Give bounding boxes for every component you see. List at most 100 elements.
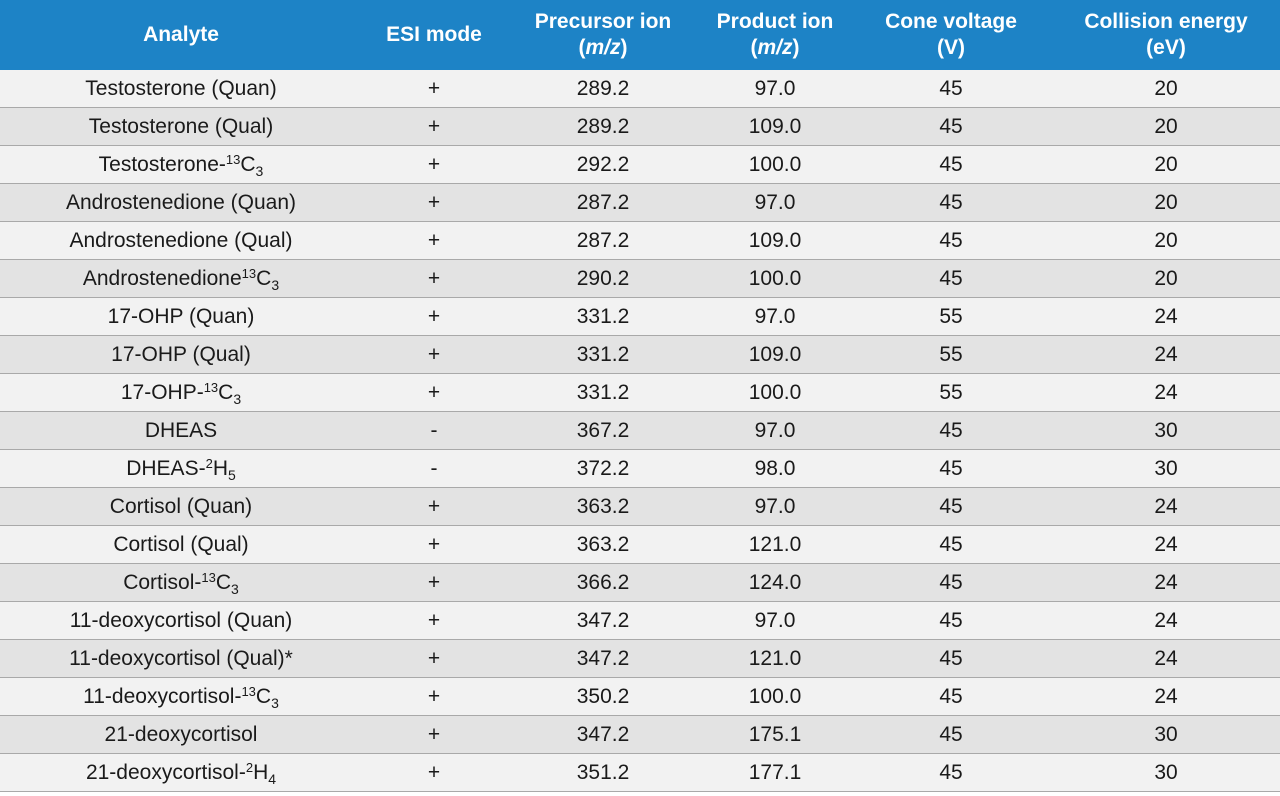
cell-cone-voltage: 45 (850, 525, 1052, 564)
cell-cone-voltage: 45 (850, 183, 1052, 222)
cell-cone-voltage: 45 (850, 449, 1052, 488)
cell-product-ion: 109.0 (700, 335, 850, 374)
cell-precursor-ion: 289.2 (506, 107, 700, 146)
header-cone-voltage: Cone voltage (V) (850, 0, 1052, 70)
table-header-row: Analyte ESI mode Precursor ion (m/z) Pro… (0, 0, 1280, 70)
cell-collision-energy: 24 (1052, 639, 1280, 678)
cell-cone-voltage: 45 (850, 145, 1052, 184)
cell-product-ion: 177.1 (700, 753, 850, 792)
table-row: 21-deoxycortisol-2H4 +351.2 177.1 45 30 (0, 753, 1280, 792)
cell-analyte: Cortisol (Quan) (0, 487, 362, 526)
header-collision-energy: Collision energy (eV) (1052, 0, 1280, 70)
table-row: 11-deoxycortisol (Quan) +347.2 97.0 45 24 (0, 601, 1280, 640)
cell-collision-energy: 24 (1052, 373, 1280, 412)
cell-precursor-ion: 347.2 (506, 639, 700, 678)
table-body: Testosterone (Quan) +289.2 97.0 45 20 Testost… (0, 70, 1280, 792)
cell-collision-energy: 20 (1052, 183, 1280, 222)
table-row: 17-OHP (Quan) +331.2 97.0 55 24 (0, 297, 1280, 336)
cell-product-ion: 97.0 (700, 411, 850, 450)
cell-cone-voltage: 45 (850, 487, 1052, 526)
cell-analyte: Androstenedione (Qual) (0, 221, 362, 260)
cell-precursor-ion: 350.2 (506, 677, 700, 716)
cell-product-ion: 100.0 (700, 259, 850, 298)
cell-esi-mode: + (362, 525, 506, 564)
cell-collision-energy: 20 (1052, 145, 1280, 184)
cell-cone-voltage: 45 (850, 221, 1052, 260)
cell-collision-energy: 24 (1052, 601, 1280, 640)
table-row: Androstenedione13C3 +290.2 100.0 45 20 (0, 259, 1280, 298)
table-row: Androstenedione (Qual) +287.2 109.0 45 20 (0, 221, 1280, 260)
cell-esi-mode: + (362, 145, 506, 184)
cell-analyte: 21-deoxycortisol-2H4 (0, 753, 362, 792)
cell-precursor-ion: 292.2 (506, 145, 700, 184)
cell-esi-mode: + (362, 487, 506, 526)
cell-product-ion: 109.0 (700, 107, 850, 146)
cell-esi-mode: + (362, 259, 506, 298)
cell-precursor-ion: 366.2 (506, 563, 700, 602)
cell-esi-mode: + (362, 183, 506, 222)
cell-esi-mode: + (362, 563, 506, 602)
cell-cone-voltage: 45 (850, 677, 1052, 716)
header-cone-unit: (V) (937, 36, 965, 59)
cell-collision-energy: 24 (1052, 525, 1280, 564)
table-row: Cortisol (Qual) +363.2 121.0 45 24 (0, 525, 1280, 564)
table-row: 11-deoxycortisol (Qual)* +347.2 121.0 45 24 (0, 639, 1280, 678)
cell-esi-mode: + (362, 715, 506, 754)
cell-analyte: Cortisol (Qual) (0, 525, 362, 564)
cell-analyte: DHEAS (0, 411, 362, 450)
header-esi-mode: ESI mode (362, 0, 506, 70)
cell-analyte: 11-deoxycortisol (Qual)* (0, 639, 362, 678)
cell-collision-energy: 30 (1052, 753, 1280, 792)
cell-collision-energy: 20 (1052, 221, 1280, 260)
cell-analyte: Androstenedione13C3 (0, 259, 362, 298)
cell-precursor-ion: 287.2 (506, 183, 700, 222)
cell-analyte: 17-OHP-13C3 (0, 373, 362, 412)
cell-precursor-ion: 331.2 (506, 373, 700, 412)
cell-precursor-ion: 289.2 (506, 70, 700, 108)
cell-esi-mode: + (362, 70, 506, 108)
table-row: 17-OHP (Qual) +331.2 109.0 55 24 (0, 335, 1280, 374)
cell-analyte: Androstenedione (Quan) (0, 183, 362, 222)
header-collision-unit: (eV) (1146, 36, 1186, 59)
cell-analyte: Testosterone (Quan) (0, 70, 362, 108)
cell-esi-mode: + (362, 335, 506, 374)
cell-cone-voltage: 45 (850, 639, 1052, 678)
cell-precursor-ion: 287.2 (506, 221, 700, 260)
table-row: 21-deoxycortisol +347.2 175.1 45 30 (0, 715, 1280, 754)
cell-collision-energy: 24 (1052, 677, 1280, 716)
cell-precursor-ion: 363.2 (506, 525, 700, 564)
table-row: Cortisol (Quan) +363.2 97.0 45 24 (0, 487, 1280, 526)
cell-product-ion: 121.0 (700, 639, 850, 678)
cell-esi-mode: + (362, 639, 506, 678)
cell-analyte: Testosterone (Qual) (0, 107, 362, 146)
cell-product-ion: 97.0 (700, 70, 850, 108)
cell-cone-voltage: 45 (850, 753, 1052, 792)
header-collision-label: Collision energy (1084, 10, 1248, 33)
header-product-unit: (m/z) (750, 36, 800, 59)
table-row: 17-OHP-13C3 +331.2 100.0 55 24 (0, 373, 1280, 412)
header-product-label: Product ion (716, 10, 834, 33)
cell-analyte: 11-deoxycortisol (Quan) (0, 601, 362, 640)
table-row: Testosterone (Quan) +289.2 97.0 45 20 (0, 70, 1280, 108)
header-precursor-unit: (m/z) (578, 36, 628, 59)
cell-product-ion: 100.0 (700, 145, 850, 184)
table-row: Testosterone-13C3 +292.2 100.0 45 20 (0, 145, 1280, 184)
cell-precursor-ion: 367.2 (506, 411, 700, 450)
cell-product-ion: 175.1 (700, 715, 850, 754)
cell-analyte: 21-deoxycortisol (0, 715, 362, 754)
table-row: Cortisol-13C3 +366.2 124.0 45 24 (0, 563, 1280, 602)
cell-collision-energy: 24 (1052, 335, 1280, 374)
cell-product-ion: 97.0 (700, 487, 850, 526)
table-row: Androstenedione (Quan) +287.2 97.0 45 20 (0, 183, 1280, 222)
cell-precursor-ion: 331.2 (506, 335, 700, 374)
cell-analyte: 17-OHP (Qual) (0, 335, 362, 374)
cell-cone-voltage: 45 (850, 259, 1052, 298)
cell-collision-energy: 24 (1052, 563, 1280, 602)
cell-analyte: 17-OHP (Quan) (0, 297, 362, 336)
cell-esi-mode: + (362, 601, 506, 640)
cell-product-ion: 98.0 (700, 449, 850, 488)
cell-esi-mode: + (362, 373, 506, 412)
table-row: DHEAS-2H5-372.2 98.0 45 30 (0, 449, 1280, 488)
cell-product-ion: 109.0 (700, 221, 850, 260)
cell-collision-energy: 20 (1052, 259, 1280, 298)
